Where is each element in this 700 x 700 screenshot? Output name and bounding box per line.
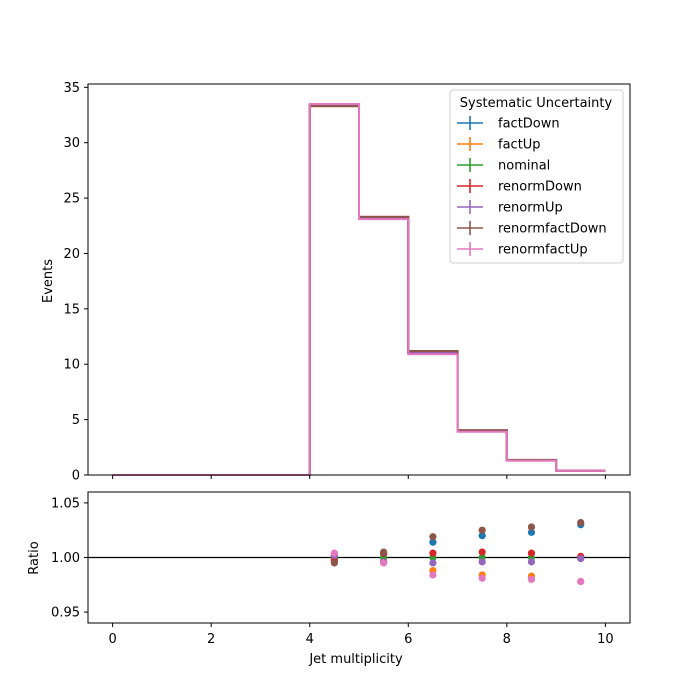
- ratio-point-renormfactUp: [330, 549, 338, 557]
- main-y-tick-label: 30: [63, 136, 80, 151]
- ratio-point-renormDown: [478, 548, 486, 556]
- x-axis-label: Jet multiplicity: [308, 652, 403, 667]
- legend-entry-factDown: factDown: [457, 116, 560, 132]
- ratio-point-renormfactUp: [527, 575, 536, 583]
- ratio-point-renormfactUp: [577, 577, 585, 586]
- ratio-point-renormfactDown: [577, 518, 585, 527]
- ratio-point-factDown: [429, 538, 437, 546]
- ratio-point-renormDown: [429, 549, 437, 557]
- x-tick-label: 4: [306, 632, 314, 647]
- main-x-axis: [112, 475, 606, 479]
- main-y-tick-label: 5: [72, 413, 80, 428]
- legend-entry-renormUp: renormUp: [457, 200, 563, 216]
- ratio-point-renormUp: [577, 554, 585, 563]
- legend-frame: [449, 89, 624, 264]
- ratio-point-renormDown: [527, 549, 536, 557]
- main-plot-frame: [87, 83, 631, 476]
- main-y-tick-label: 35: [63, 81, 80, 96]
- main-y-tick-label: 10: [63, 358, 80, 373]
- x-tick-label: 8: [503, 632, 511, 647]
- ratio-x-axis: 0 2 4 6 8 10: [108, 623, 614, 647]
- ratio-point-renormfactUp: [429, 571, 437, 579]
- ratio-point-renormfactUp: [478, 574, 486, 582]
- main-y-tick-label: 0: [72, 469, 80, 484]
- ratio-panel: 0.95 1.00 1.05 0 2 4 6 8 10 Ratio Jet multiplic…: [27, 491, 631, 667]
- ratio-points-group: [330, 518, 585, 586]
- ratio-point-factDown: [527, 528, 536, 536]
- ratio-y-axis-label: Ratio: [27, 541, 42, 574]
- legend-label: renormUp: [498, 201, 563, 216]
- x-tick-label: 6: [404, 632, 412, 647]
- x-tick-label: 10: [597, 632, 614, 647]
- ratio-point-renormfactDown: [527, 523, 536, 531]
- main-y-tick-label: 15: [63, 302, 80, 317]
- ratio-point-renormfactDown: [429, 533, 437, 541]
- main-panel: 0 5 10 15 20 25 30 35 Events Systematic Uncerta…: [41, 81, 631, 484]
- x-tick-label: 2: [207, 632, 215, 647]
- legend-entry-nominal: nominal: [457, 158, 550, 174]
- legend-label: nominal: [498, 159, 550, 174]
- ratio-point-renormfactDown: [330, 559, 338, 567]
- legend-entry-renormfactDown: renormfactDown: [457, 221, 607, 237]
- legend-entries: factDown factUp nominal renormDown renormUp r…: [457, 116, 607, 258]
- legend-label: renormfactDown: [498, 222, 607, 237]
- legend: Systematic Uncertainty factDown factUp nom…: [449, 89, 624, 264]
- legend-label: renormfactUp: [498, 243, 588, 258]
- legend-entry-renormfactUp: renormfactUp: [457, 242, 588, 258]
- ratio-point-renormfactDown: [380, 548, 388, 556]
- ratio-point-renormUp: [478, 558, 486, 566]
- ratio-y-tick-label: 1.00: [51, 551, 80, 566]
- ratio-y-axis: 0.95 1.00 1.05: [51, 496, 88, 621]
- legend-title: Systematic Uncertainty: [460, 96, 613, 111]
- x-tick-label: 0: [108, 632, 116, 647]
- ratio-point-renormfactDown: [478, 526, 486, 534]
- main-y-tick-label: 20: [63, 247, 80, 262]
- legend-label: factUp: [498, 138, 541, 153]
- main-y-axis: 0 5 10 15 20 25 30 35: [63, 81, 88, 484]
- ratio-y-tick-label: 0.95: [51, 606, 80, 621]
- legend-label: factDown: [498, 117, 560, 132]
- main-y-axis-label: Events: [41, 259, 56, 303]
- main-y-tick-label: 25: [63, 192, 80, 207]
- legend-label: renormDown: [498, 180, 582, 195]
- ratio-point-renormfactUp: [380, 559, 388, 567]
- legend-entry-renormDown: renormDown: [457, 179, 582, 195]
- legend-entry-factUp: factUp: [457, 137, 541, 153]
- ratio-point-factDown: [478, 532, 486, 540]
- ratio-point-renormUp: [527, 558, 536, 566]
- ratio-point-renormUp: [429, 559, 437, 567]
- ratio-y-tick-label: 1.05: [51, 496, 80, 511]
